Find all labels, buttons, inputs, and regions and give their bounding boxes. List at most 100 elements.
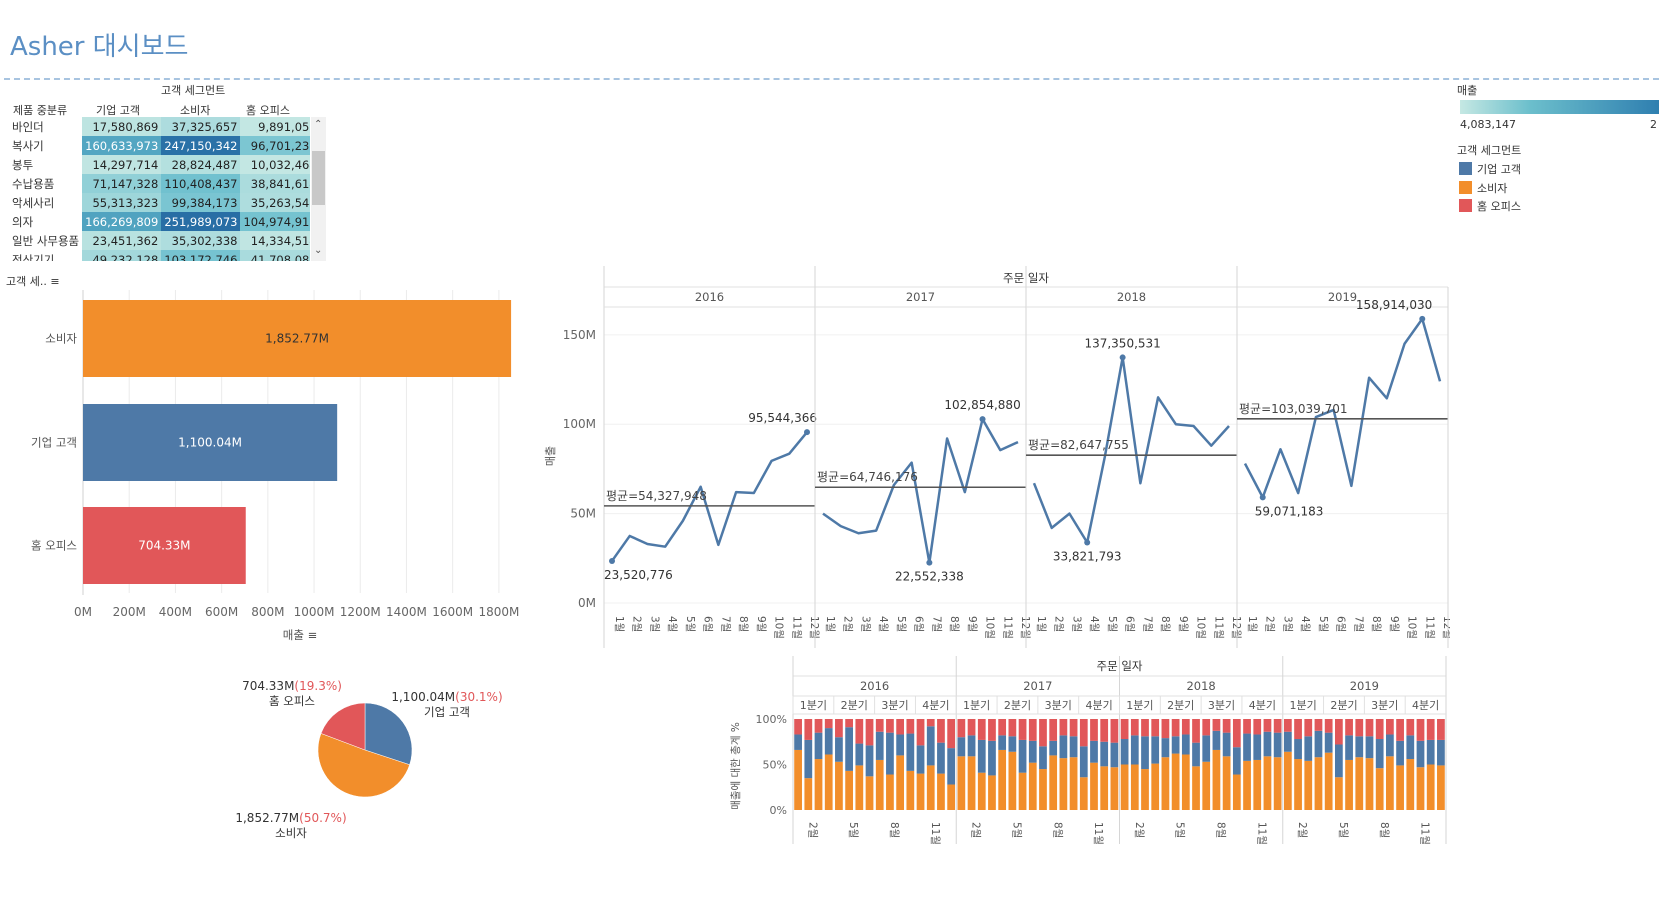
consumer-segment — [916, 773, 925, 810]
corporate-segment — [967, 735, 976, 757]
crosstab-row-label: 봉투 — [8, 155, 83, 174]
legend-label-consumer[interactable]: 소비자 — [1477, 182, 1508, 195]
x-tick-label: 1800M — [478, 605, 519, 619]
crosstab-cell[interactable]: 99,384,173 — [161, 193, 241, 212]
point-value-label: 95,544,366 — [748, 411, 817, 425]
year-label: 2019 — [1350, 679, 1379, 693]
legend-label-corporate[interactable]: 기업 고객 — [1477, 163, 1521, 176]
crosstab-cell[interactable]: 104,974,910 — [240, 212, 310, 231]
corporate-segment — [1294, 739, 1302, 760]
quarter-label: 4분기 — [1249, 699, 1276, 712]
corporate-segment — [1243, 733, 1251, 761]
consumer-segment — [1416, 767, 1425, 810]
homeoffice-segment — [1192, 719, 1200, 743]
scroll-thumb[interactable] — [312, 151, 325, 205]
corporate-segment — [875, 731, 884, 760]
consumer-segment — [875, 759, 884, 810]
x-tick-label: 1000M — [294, 605, 335, 619]
crosstab-cell[interactable]: 17,580,869 — [82, 117, 162, 136]
crosstab-cell[interactable]: 49,232,128 — [82, 250, 162, 261]
scroll-up-icon[interactable]: ⌃ — [314, 119, 323, 130]
corporate-segment — [1396, 740, 1404, 766]
corporate-segment — [957, 737, 966, 757]
consumer-segment — [1130, 764, 1139, 810]
homeoffice-segment — [1365, 719, 1374, 737]
legend-label-homeoffice[interactable]: 홈 오피스 — [1477, 200, 1521, 213]
month-tick-label: 8월 — [1051, 822, 1063, 838]
crosstab-cell[interactable]: 71,147,328 — [82, 174, 162, 193]
point-value-label: 59,071,183 — [1255, 504, 1324, 518]
crosstab-cell[interactable]: 103,172,746 — [161, 250, 241, 261]
month-tick-label: 12월 — [808, 616, 820, 639]
crosstab-col-header-corporate: 기업 고객 — [96, 104, 140, 117]
crosstab-cell[interactable]: 160,633,973 — [82, 136, 162, 155]
quarter-label: 3분기 — [1045, 699, 1072, 712]
corporate-segment — [926, 726, 935, 766]
corporate-segment — [855, 743, 864, 766]
month-tick-label: 4월 — [1088, 616, 1100, 632]
crosstab-cell[interactable]: 38,841,614 — [240, 174, 310, 193]
corporate-segment — [896, 734, 905, 756]
crosstab-viewport[interactable]: 바인더17,580,86937,325,6579,891,055복사기160,6… — [8, 117, 310, 261]
crosstab-row-label: 악세사리 — [8, 193, 83, 212]
consumer-segment — [947, 784, 956, 810]
crosstab-cell[interactable]: 41,708,082 — [240, 250, 310, 261]
corporate-segment — [1314, 730, 1323, 758]
month-tick-label: 10월 — [984, 616, 996, 639]
month-tick-label: 5월 — [1317, 616, 1329, 632]
crosstab-cell[interactable]: 251,989,073 — [161, 212, 241, 231]
corporate-segment — [1375, 739, 1384, 769]
crosstab-scrollbar[interactable]: ⌃ ⌄ — [311, 117, 326, 261]
month-tick-label: 11월 — [1092, 822, 1104, 845]
crosstab-cell[interactable]: 14,297,714 — [82, 155, 162, 174]
y-tick-label: 50M — [570, 507, 596, 521]
crosstab-cell[interactable]: 247,150,342 — [161, 136, 241, 155]
crosstab-cell[interactable]: 28,824,487 — [161, 155, 241, 174]
corporate-segment — [977, 739, 986, 773]
corporate-segment — [1222, 732, 1231, 757]
crosstab-cell[interactable]: 96,701,236 — [240, 136, 310, 155]
year-label: 2016 — [860, 679, 889, 693]
title-divider — [4, 78, 1659, 80]
bar-chart-row-header[interactable]: 고객 세.. ≡ — [6, 273, 60, 289]
dashboard-title: Asher 대시보드 — [10, 32, 189, 62]
quarter-label: 1분기 — [800, 699, 827, 712]
month-tick-label: 10월 — [773, 616, 785, 639]
homeoffice-segment — [1375, 719, 1384, 740]
crosstab-cell[interactable]: 9,891,055 — [240, 117, 310, 136]
crosstab-col-header-homeoffice: 홈 오피스 — [246, 104, 290, 117]
crosstab-cell[interactable]: 35,302,338 — [161, 231, 241, 250]
quarter-label: 3분기 — [1371, 699, 1398, 712]
homeoffice-segment — [906, 719, 915, 734]
crosstab-row[interactable]: 의자 166,269,809 251,989,073 104,974,910 — [8, 212, 310, 231]
crosstab-cell[interactable]: 10,032,464 — [240, 155, 310, 174]
homeoffice-segment — [947, 719, 956, 749]
crosstab-cell[interactable]: 37,325,657 — [161, 117, 241, 136]
month-tick-label: 12월 — [1441, 616, 1450, 639]
crosstab-cell[interactable]: 166,269,809 — [82, 212, 162, 231]
labeled-point — [609, 557, 615, 564]
crosstab-cell[interactable]: 35,263,544 — [240, 193, 310, 212]
scroll-down-icon[interactable]: ⌄ — [314, 245, 323, 256]
month-tick-label: 3월 — [859, 616, 871, 632]
consumer-segment — [1161, 757, 1170, 810]
corporate-segment — [794, 734, 802, 750]
crosstab-cell[interactable]: 23,451,362 — [82, 231, 162, 250]
legend-segment-title: 고객 세그먼트 — [1457, 144, 1522, 157]
consumer-segment — [814, 759, 823, 810]
month-tick-label: 3월 — [1070, 616, 1082, 632]
crosstab-cell[interactable]: 110,408,437 — [161, 174, 241, 193]
sort-icon[interactable]: ≡ — [50, 275, 60, 288]
crosstab-cell[interactable]: 14,334,514 — [240, 231, 310, 250]
crosstab-cell[interactable]: 55,313,323 — [82, 193, 162, 212]
legend-color-max: 2 — [1650, 118, 1657, 131]
homeoffice-segment — [1069, 719, 1078, 737]
corporate-segment — [1069, 736, 1078, 758]
